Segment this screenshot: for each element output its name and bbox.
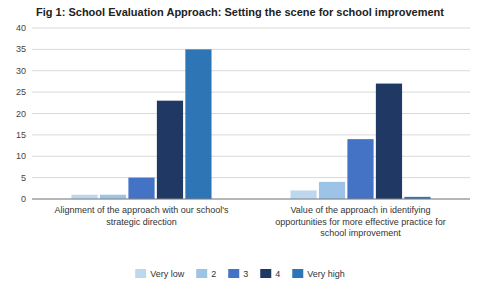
x-tick-label-line: strategic direction — [106, 217, 177, 227]
x-tick-label-line: Value of the approach in identifying — [291, 205, 431, 215]
bar — [319, 182, 345, 199]
grid-line — [32, 134, 470, 135]
grid-line — [32, 113, 470, 114]
bar — [128, 178, 154, 199]
y-tick-label: 5 — [21, 173, 26, 183]
x-tick-label-line: Alignment of the approach with our schoo… — [55, 205, 229, 215]
legend-swatch — [228, 269, 239, 278]
grid-line — [32, 156, 470, 157]
x-tick-label-line: opportunities for more effective practic… — [275, 217, 445, 227]
legend-swatch — [260, 269, 271, 278]
y-tick-label: 30 — [16, 66, 26, 76]
y-tick-label: 25 — [16, 87, 26, 97]
y-tick-label: 15 — [16, 130, 26, 140]
grid-line — [32, 199, 470, 200]
legend-swatch — [292, 269, 303, 278]
legend-label: 2 — [211, 269, 216, 279]
legend-label: 4 — [275, 269, 280, 279]
x-tick-label-line: school improvement — [320, 228, 401, 238]
grid — [32, 28, 470, 199]
legend: Very low 2 3 4 Very high — [135, 269, 345, 279]
y-tick-label: 0 — [21, 194, 26, 204]
legend-label: Very low — [150, 269, 185, 279]
legend-swatch — [135, 269, 146, 278]
chart-container: Fig 1: School Evaluation Approach: Setti… — [0, 0, 480, 291]
bar — [185, 49, 211, 199]
bar — [290, 190, 316, 199]
y-tick-label: 35 — [16, 44, 26, 54]
bar — [71, 195, 97, 199]
x-tick-label: Value of the approach in identifying oppo… — [275, 205, 445, 238]
y-tick-label: 10 — [16, 151, 26, 161]
legend-label: Very high — [307, 269, 345, 279]
x-tick-label: Alignment of the approach with our schoo… — [55, 205, 229, 227]
bars — [71, 49, 430, 199]
bar — [100, 195, 126, 199]
chart: Fig 1: School Evaluation Approach: Setti… — [0, 0, 480, 291]
grid-line — [32, 92, 470, 93]
bar — [157, 101, 183, 199]
title: Fig 1: School Evaluation Approach: Setti… — [36, 6, 444, 18]
grid-line — [32, 70, 470, 71]
grid-line — [32, 28, 470, 29]
x-axis-line — [32, 199, 470, 200]
legend-label: 3 — [243, 269, 248, 279]
y-tick-label: 40 — [16, 23, 26, 33]
bar — [347, 139, 373, 199]
grid-line — [32, 177, 470, 178]
grid-line — [32, 49, 470, 50]
bar — [376, 84, 402, 199]
legend-swatch — [196, 269, 207, 278]
y-tick-label: 20 — [16, 109, 26, 119]
